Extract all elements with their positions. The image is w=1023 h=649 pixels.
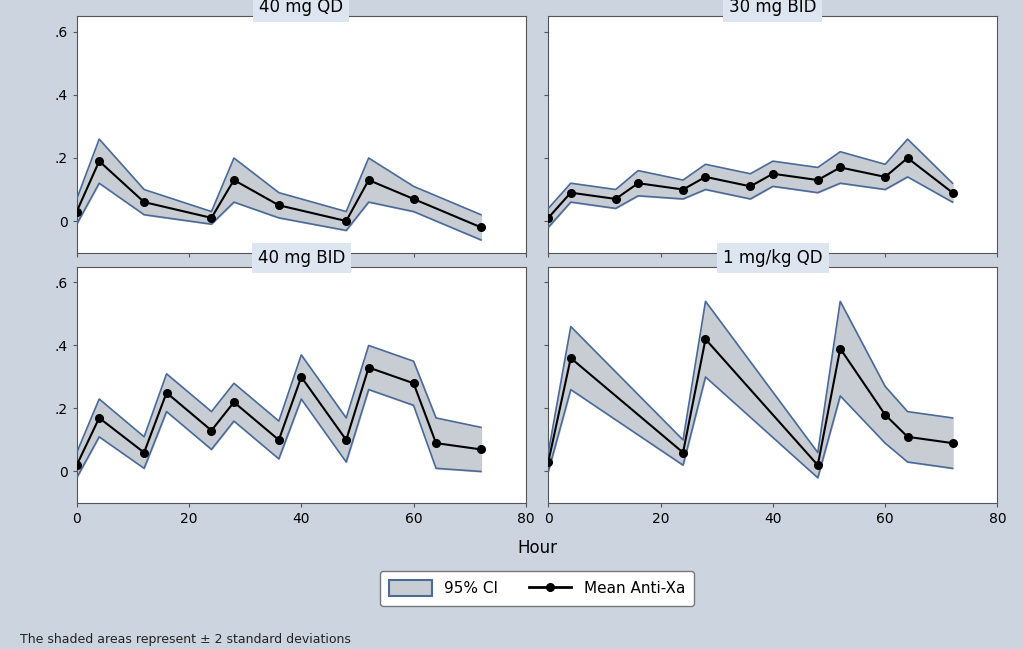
Text: Hour: Hour <box>517 539 558 557</box>
Text: The shaded areas represent ± 2 standard deviations: The shaded areas represent ± 2 standard … <box>20 633 351 646</box>
Text: 30 mg BID: 30 mg BID <box>729 0 816 16</box>
Legend: 95% CI, Mean Anti-Xa: 95% CI, Mean Anti-Xa <box>380 570 695 606</box>
Text: 40 mg BID: 40 mg BID <box>258 249 345 267</box>
Text: 40 mg QD: 40 mg QD <box>259 0 344 16</box>
Text: 1 mg/kg QD: 1 mg/kg QD <box>723 249 822 267</box>
